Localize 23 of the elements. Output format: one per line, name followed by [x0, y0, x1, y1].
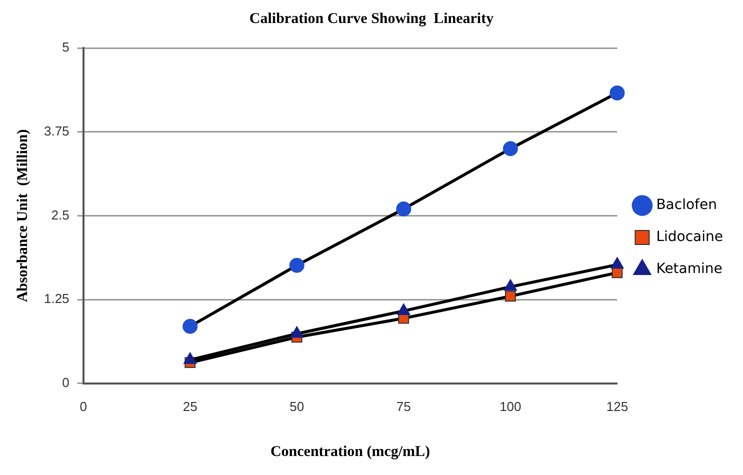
y-tick-label: 0 [62, 374, 70, 390]
x-tick-label: 0 [80, 398, 87, 414]
x-tick-label: 100 [500, 398, 522, 414]
point [502, 141, 518, 156]
x-axis-title: Concentration (mcg/mL) [270, 444, 430, 460]
x-tick-label: 75 [396, 398, 411, 414]
x-tick-label: 125 [606, 398, 628, 414]
x-tick-label: 50 [290, 398, 304, 414]
y-axis-title: Absorbance Unit (Million) [14, 129, 31, 302]
y-tick-label: 5 [62, 40, 70, 55]
legend-label: Lidocaine [656, 229, 724, 246]
y-tick-label: 3.75 [44, 123, 70, 138]
chart-title: Calibration Curve Showing Linearity [249, 10, 494, 27]
point [610, 85, 625, 100]
legend-label: Ketamine [656, 261, 722, 278]
point [504, 290, 516, 302]
legend-label: Baclofen [656, 197, 717, 214]
point [396, 201, 412, 216]
y-tick-label: 2.5 [51, 207, 70, 222]
x-tick-label: 25 [182, 398, 198, 414]
point [289, 258, 304, 273]
y-tick-label: 1.25 [44, 291, 70, 306]
point [182, 318, 198, 334]
